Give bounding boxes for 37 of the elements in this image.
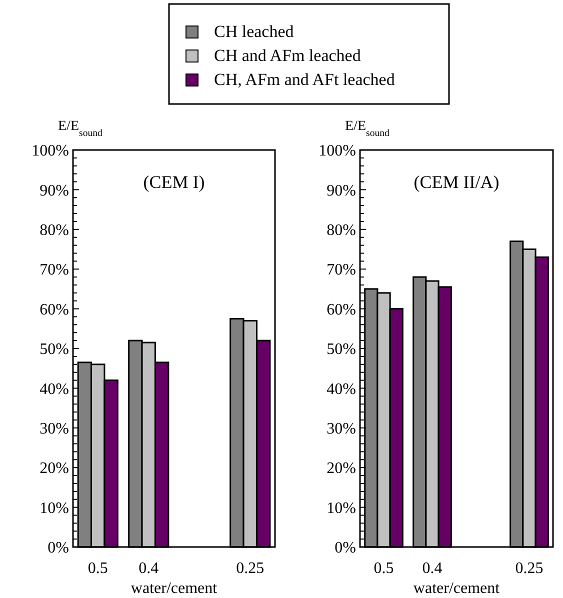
- x-tick-label: 0.25: [236, 560, 264, 577]
- y-tick-label: 80%: [326, 222, 356, 239]
- y-tick-label: 100%: [32, 142, 69, 160]
- y-tick-label: 60%: [40, 301, 69, 318]
- y-tick-label: 40%: [326, 380, 356, 398]
- y-tick-label: 70%: [40, 262, 69, 279]
- x-tick-label: 0.5: [374, 560, 394, 577]
- y-tick-label: 0%: [48, 540, 69, 557]
- y-tick-label: 20%: [40, 460, 69, 478]
- y-tick-label: 40%: [40, 380, 69, 398]
- legend-label: CH, AFm and AFt leached: [214, 70, 396, 89]
- x-tick-label: 0.25: [515, 560, 544, 577]
- y-tick-label: 10%: [40, 500, 69, 517]
- y-tick-label: 0%: [334, 540, 356, 557]
- y-tick-label: 30%: [40, 420, 69, 438]
- y-tick-label: 30%: [326, 420, 356, 438]
- x-tick-label: 0.4: [422, 560, 442, 577]
- x-tick-label: 0.5: [88, 560, 108, 577]
- y-tick-label: 90%: [326, 182, 356, 200]
- annotation: (CEM I): [143, 172, 205, 192]
- x-axis-title: water/cement: [413, 580, 500, 597]
- legend-label: CH and AFm leached: [214, 46, 362, 65]
- y-tick-label: 50%: [326, 341, 356, 358]
- y-tick-label: 60%: [326, 301, 356, 318]
- legend-label: CH leached: [214, 22, 294, 41]
- annotation: (CEM II/A): [414, 172, 500, 192]
- y-tick-label: 80%: [40, 222, 69, 239]
- y-tick-label: 70%: [326, 262, 356, 279]
- y-tick-label: 90%: [40, 182, 69, 200]
- y-axis-title: E/E$_{sound}$: [345, 119, 390, 138]
- x-axis-title: water/cement: [130, 580, 218, 597]
- x-tick-label: 0.4: [138, 560, 159, 577]
- y-tick-label: 10%: [326, 500, 356, 517]
- y-tick-label: 100%: [318, 142, 356, 160]
- y-axis-title: E/E$_{sound}$: [58, 119, 103, 138]
- y-tick-label: 20%: [326, 460, 356, 478]
- y-tick-label: 50%: [40, 341, 69, 358]
